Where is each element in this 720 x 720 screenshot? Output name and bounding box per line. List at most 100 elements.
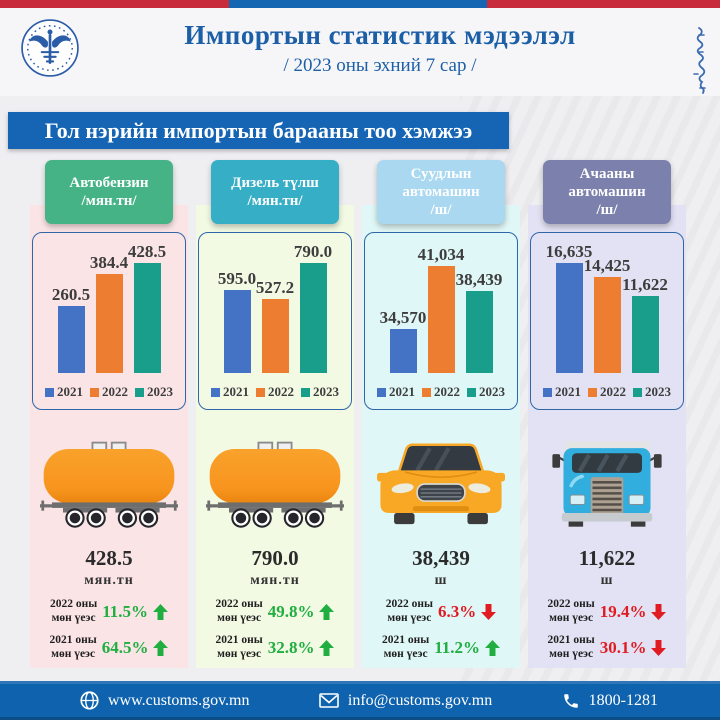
bar-value-label: 41,034 [417,245,465,264]
bar-chart-diesel: 595.0 527.2 790.0 2021 2022 2023 [198,232,352,410]
stat-vs-2021: 2021 оны мөн үеэс 32.8% [196,630,354,666]
total-unit: мян.тн [84,573,134,588]
legend-swatch-2023 [467,387,476,397]
mongolian-script-icon [693,27,706,94]
stat-vs-2022: 2022 оны мөн үеэс 49.8% [196,594,354,630]
stat-period-label: 2022 оны мөн үеэс [215,598,263,624]
page-subtitle: / 2023 оны эхний 7 сар / [283,55,477,76]
column-passenger-cars: Суудлын автомашин /ш/ 34,570 41,034 38,4… [362,160,520,668]
total-unit: мян.тн [250,573,300,588]
legend-year: 2022 [600,384,626,399]
legend-swatch-2022 [422,387,431,397]
column-header-trucks: Ачааны автомашин /ш/ [543,160,671,224]
trend-arrow-icon [153,604,168,620]
stat-vs-2021: 2021 оны мөн үеэс 64.5% [30,630,188,666]
trend-arrow-icon [651,640,667,656]
legend-swatch-2022 [588,387,597,397]
legend-swatch-2023 [135,387,144,397]
stat-vs-2021: 2021 оны мөн үеэс 30.1% [528,630,686,666]
passenger-car-icon [377,443,505,525]
stat-period-label: 2022 оны мөн үеэс [547,598,595,624]
page-title: Импортын статистик мэдээлэл [184,20,576,50]
trend-arrow-icon [485,640,500,656]
stat-percent: 6.3% [437,602,477,621]
total-value: 11,622 [578,546,636,570]
legend-swatch-2022 [90,387,99,397]
footer-email[interactable]: info@customs.gov.mn [319,692,492,710]
stat-period-label: 2021 оны мөн үеэс [547,634,595,660]
legend-year: 2022 [268,384,294,399]
bar-2023: 428.5 [128,242,166,373]
legend-swatch-2022 [256,387,265,397]
legend-year: 2023 [147,384,173,399]
legend-swatch-2021 [45,387,54,397]
stat-percent: 11.5% [102,602,149,621]
column-unit: /ш/ [430,202,452,218]
bar-2021: 595.0 [218,269,256,373]
section-title-banner: Гол нэрийн импортын барааны тоо хэмжээ [8,112,509,149]
column-title: Автобензин [69,175,149,191]
chart-legend: 2021 2022 2023 [531,384,683,400]
column-unit: /ш/ [596,202,618,218]
legend-year: 2022 [434,384,460,399]
column-header-gasoline: Автобензин /мян.тн/ [45,160,173,224]
bar-value-label: 384.4 [89,253,129,272]
bar-chart-gasoline: 260.5 384.4 428.5 2021 2022 2023 [32,232,186,410]
bar-2022: 41,034 [418,245,464,373]
chart-legend: 2021 2022 2023 [33,384,185,400]
legend-year: 2023 [645,384,671,399]
bar-2021: 16,635 [546,242,592,373]
page-header: Импортын статистик мэдээлэл / 2023 оны э… [0,8,720,96]
strip-blue [229,0,487,8]
bar-2021: 34,570 [380,308,426,373]
stat-period-label: 2021 оны мөн үеэс [381,634,430,660]
bar-2023: 38,439 [456,270,502,373]
stat-percent: 32.8% [267,638,315,657]
column-title: Ачааны автомашин [568,166,646,200]
stat-vs-2022: 2022 оны мөн үеэс 6.3% [362,594,520,630]
legend-swatch-2021 [543,387,552,397]
stat-percent: 19.4% [599,602,647,621]
column-title: Дизель түлш [231,175,319,191]
column-header-passenger-cars: Суудлын автомашин /ш/ [377,160,505,224]
legend-year: 2021 [389,384,415,399]
footer-phone[interactable]: 1800-1281 [562,692,658,710]
truck-icon [552,441,662,527]
globe-icon [80,691,99,710]
stat-percent: 30.1% [599,638,647,657]
column-title: Суудлын автомашин [402,166,480,200]
stat-period-label: 2021 оны мөн үеэс [215,634,263,660]
rail-tank-wagon-icon [206,441,344,528]
stat-vs-2022: 2022 оны мөн үеэс 11.5% [30,594,188,630]
trend-arrow-icon [153,640,169,656]
legend-swatch-2021 [377,387,386,397]
bar-2021: 260.5 [52,285,90,373]
contact-footer: www.customs.gov.mn info@customs.gov.mn 1… [0,681,720,720]
legend-year: 2021 [57,384,83,399]
phone-icon [563,693,578,708]
bar-value-label: 38,439 [455,270,503,289]
stat-vs-2021: 2021 оны мөн үеэс 11.2% [362,630,520,666]
bar-value-label: 790.0 [293,242,333,261]
mongolian-customs-logo-icon [21,19,79,77]
chart-legend: 2021 2022 2023 [365,384,517,400]
footer-website[interactable]: www.customs.gov.mn [80,691,249,710]
chart-legend: 2021 2022 2023 [199,384,351,400]
bar-2023: 11,622 [622,275,668,373]
bar-value-label: 34,570 [379,308,427,327]
legend-year: 2023 [313,384,339,399]
column-trucks: Ачааны автомашин /ш/ 16,635 14,425 11,62… [528,160,686,668]
trend-arrow-icon [319,640,335,656]
column-diesel: Дизель түлш /мян.тн/ 595.0 527.2 790.0 2… [196,160,354,668]
legend-swatch-2023 [633,387,642,397]
stat-percent: 11.2% [434,638,481,657]
trend-arrow-icon [319,604,335,620]
total-value: 790.0 [251,546,299,570]
statistics-columns: Автобензин /мян.тн/ 260.5 384.4 428.5 20… [30,160,686,668]
legend-year: 2022 [102,384,128,399]
bar-value-label: 527.2 [255,278,295,297]
stat-period-label: 2021 оны мөн үеэс [49,634,97,660]
envelope-icon [319,693,339,708]
stat-period-label: 2022 оны мөн үеэс [385,598,433,624]
bar-value-label: 11,622 [622,275,668,294]
